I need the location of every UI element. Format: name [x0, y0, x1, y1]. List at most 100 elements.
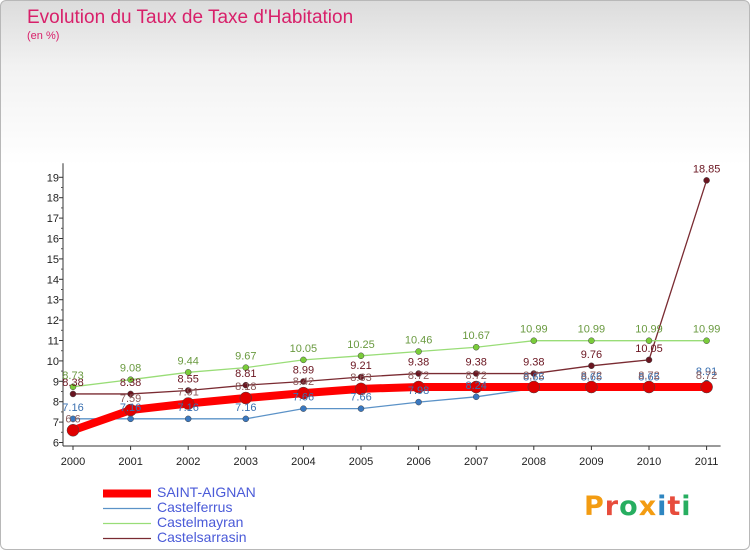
y-tick-label: 17 — [47, 213, 59, 225]
data-label-castelsarrasin: 8.38 — [120, 377, 141, 389]
y-tick-label: 10 — [47, 356, 59, 368]
legend-swatch-castelferrus — [103, 507, 151, 510]
data-label-castelferrus: 7.98 — [408, 385, 429, 397]
y-tick-label: 16 — [47, 234, 59, 246]
legend-label: Castelmayran — [157, 514, 244, 530]
point-saint-aignan — [354, 382, 368, 396]
x-tick-label: 2003 — [234, 456, 258, 468]
point-castelsarrasin — [588, 362, 595, 370]
point-saint-aignan — [181, 397, 195, 410]
point-castelferrus — [415, 398, 422, 406]
logo-letter: x — [638, 491, 658, 522]
data-label-castelferrus: 7.16 — [177, 402, 198, 414]
data-label-castelferrus: 8.65 — [523, 371, 544, 383]
y-tick-label: 14 — [47, 274, 59, 286]
logo-letter: i — [657, 491, 668, 522]
point-castelferrus — [184, 415, 192, 423]
logo-letter: r — [604, 491, 620, 522]
legend-swatch-castelsarrasin — [103, 537, 151, 540]
chart-title: Evolution du Taux de Taxe d'Habitation — [27, 7, 354, 28]
logo-letter: i — [681, 491, 692, 522]
data-label-castelsarrasin: 9.21 — [350, 360, 371, 372]
data-label-castelmayran: 10.46 — [405, 335, 433, 347]
series-lines — [66, 177, 713, 437]
y-tick-label: 11 — [48, 336, 59, 348]
data-label-castelsarrasin: 8.99 — [293, 365, 314, 377]
x-tick-label: 2010 — [637, 456, 661, 468]
data-label-castelmayran: 9.44 — [177, 355, 198, 367]
point-saint-aignan — [527, 380, 541, 394]
point-castelmayran — [703, 337, 710, 344]
point-saint-aignan — [469, 380, 483, 394]
data-label-saint-aignan: 8.42 — [293, 376, 314, 388]
point-castelmayran — [242, 364, 250, 371]
point-saint-aignan — [124, 403, 137, 417]
point-castelmayran — [300, 356, 307, 364]
point-saint-aignan — [297, 386, 310, 400]
y-tick-label: 18 — [47, 193, 59, 205]
series-line-saint-aignan — [69, 383, 711, 435]
point-castelmayran — [357, 352, 365, 360]
point-castelferrus — [472, 393, 480, 401]
point-castelferrus — [242, 415, 250, 423]
x-tick-label: 2007 — [464, 456, 488, 468]
point-castelmayran — [184, 369, 192, 376]
point-saint-aignan — [585, 380, 598, 394]
data-label-saint-aignan: 7.59 — [120, 393, 141, 405]
data-label-castelsarrasin: 9.76 — [581, 349, 602, 361]
data-label-castelmayran: 10.99 — [520, 324, 548, 336]
legend-label: Castelsarrasin — [157, 529, 247, 545]
point-castelsarrasin — [645, 356, 653, 364]
legend-swatch-castelmayran — [103, 522, 151, 525]
y-tick-label: 12 — [47, 315, 59, 327]
point-castelsarrasin — [357, 373, 365, 381]
point-castelsarrasin — [530, 370, 538, 377]
data-label-saint-aignan: 8.72 — [581, 370, 602, 382]
data-label-castelmayran: 10.05 — [290, 343, 318, 355]
point-castelmayran — [69, 383, 77, 391]
point-castelmayran — [588, 337, 595, 344]
data-label-castelsarrasin: 8.55 — [177, 373, 198, 385]
legend-label: Castelferrus — [157, 499, 233, 515]
legend-swatch-saint-aignan — [103, 489, 151, 498]
logo-letter: o — [619, 491, 639, 522]
data-label-castelsarrasin: 9.38 — [523, 357, 544, 369]
x-tick-label: 2001 — [118, 456, 142, 468]
y-tick-label: 13 — [47, 295, 59, 307]
data-label-castelferrus: 7.66 — [293, 392, 314, 404]
point-castelmayran — [645, 337, 653, 344]
point-castelsarrasin — [127, 390, 134, 398]
data-label-castelsarrasin: 9.38 — [465, 357, 486, 369]
y-tick-label: 15 — [47, 254, 59, 266]
series-line-castelsarrasin — [72, 179, 708, 395]
chart-unit: (en %) — [27, 30, 60, 42]
data-label-castelferrus: 8.91 — [696, 366, 717, 378]
point-castelmayran — [530, 337, 538, 344]
x-tick-label: 2005 — [349, 456, 373, 468]
point-castelsarrasin — [69, 390, 77, 398]
logo-letter: t — [667, 491, 682, 522]
data-label-castelmayran: 10.99 — [693, 324, 721, 336]
point-saint-aignan — [642, 380, 656, 394]
point-saint-aignan — [700, 380, 713, 394]
data-label-castelferrus: 8.24 — [465, 380, 486, 392]
point-castelsarrasin — [184, 387, 192, 394]
data-label-saint-aignan: 8.72 — [523, 370, 544, 382]
x-tick-label: 2008 — [522, 456, 546, 468]
y-tick-label: 9 — [53, 376, 59, 388]
point-castelsarrasin — [300, 378, 307, 385]
x-tick-label: 2002 — [176, 456, 200, 468]
point-castelferrus — [300, 405, 307, 412]
data-label-saint-aignan: 8.72 — [696, 370, 717, 382]
y-tick-label: 8 — [53, 397, 59, 409]
data-label-castelsarrasin: 10.05 — [635, 343, 663, 355]
data-label-saint-aignan: 8.72 — [638, 370, 659, 382]
data-label-castelferrus: 7.16 — [62, 402, 83, 414]
data-label-saint-aignan: 8.63 — [350, 372, 371, 384]
x-tick-label: 2006 — [406, 456, 430, 468]
data-label-castelsarrasin: 8.38 — [62, 377, 83, 389]
logo-letter: P — [584, 491, 605, 522]
x-tick-label: 2009 — [579, 456, 603, 468]
